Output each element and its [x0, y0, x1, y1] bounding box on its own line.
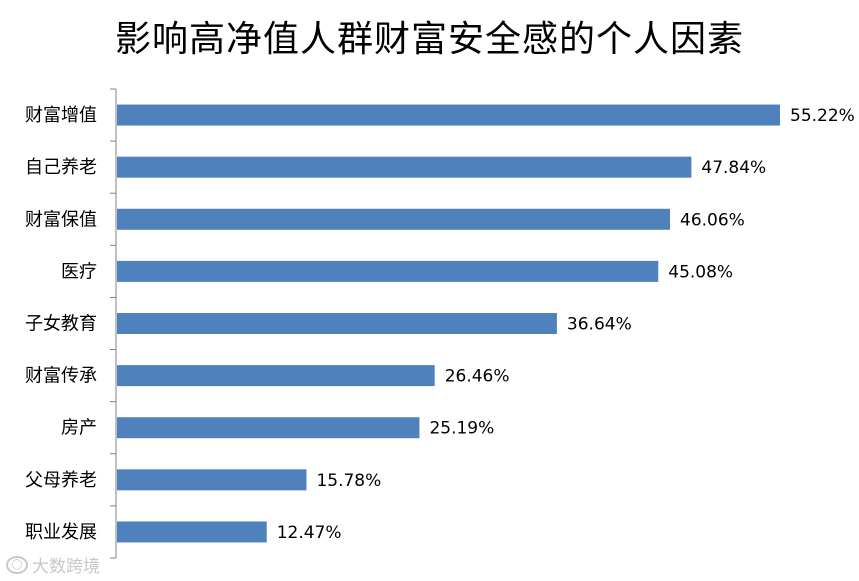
watermark: ◯ 大数跨境	[6, 552, 100, 577]
bar	[117, 469, 307, 491]
watermark-text: 大数跨境	[32, 557, 100, 577]
bar	[117, 521, 267, 543]
category-label: 医疗	[61, 261, 97, 282]
bar	[117, 208, 671, 230]
category-label: 子女教育	[25, 314, 97, 335]
bar	[117, 365, 435, 387]
value-label: 26.46%	[445, 367, 510, 387]
category-label: 财富保值	[25, 209, 97, 230]
bars	[117, 104, 780, 543]
y-axis-ticks	[110, 88, 116, 559]
category-label: 财富增值	[25, 105, 97, 126]
value-label: 46.06%	[680, 210, 745, 230]
bar	[117, 260, 659, 282]
bar	[117, 417, 420, 439]
value-label: 25.19%	[429, 419, 494, 439]
logo-icon: ◯	[6, 555, 28, 574]
chart-title: 影响高净值人群财富安全感的个人因素	[114, 19, 744, 60]
value-label: 36.64%	[567, 315, 632, 335]
bar	[117, 104, 780, 126]
bar	[117, 156, 692, 178]
value-label: 47.84%	[701, 158, 766, 178]
category-label: 自己养老	[25, 157, 97, 178]
value-label: 15.78%	[316, 471, 381, 491]
category-label: 父母养老	[25, 470, 97, 491]
value-label: 12.47%	[277, 523, 342, 543]
category-label: 职业发展	[25, 522, 97, 543]
bar	[117, 313, 557, 334]
value-labels: 55.22% 47.84% 46.06% 45.08% 36.64% 26.46% 25.1…	[277, 106, 855, 543]
category-label: 财富传承	[25, 366, 97, 387]
value-label: 55.22%	[790, 106, 855, 126]
category-label: 房产	[61, 418, 97, 439]
value-label: 45.08%	[668, 262, 733, 282]
